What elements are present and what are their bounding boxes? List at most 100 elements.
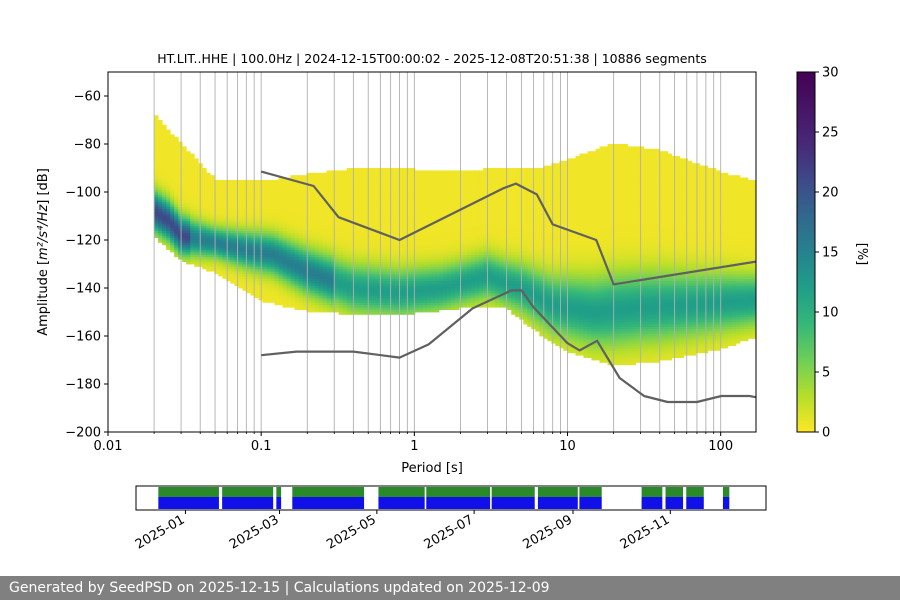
psd-cell: [443, 268, 448, 272]
psd-cell: [418, 264, 424, 267]
psd-cell: [234, 271, 239, 274]
psd-cell: [366, 290, 372, 294]
psd-cell: [511, 249, 516, 253]
psd-cell: [479, 232, 484, 236]
psd-cell: [322, 256, 328, 260]
psd-cell: [354, 266, 360, 270]
psd-cell: [170, 175, 175, 178]
psd-cell: [439, 273, 444, 277]
psd-cell: [234, 264, 239, 267]
psd-cell: [422, 180, 428, 183]
psd-cell: [254, 261, 259, 265]
psd-cell: [434, 304, 440, 308]
psd-cell: [447, 259, 452, 262]
psd-cell: [402, 244, 408, 248]
psd-cell: [270, 204, 275, 207]
psd-cell: [286, 194, 291, 198]
psd-cell: [310, 208, 316, 212]
psd-cell: [290, 189, 295, 193]
psd-cell: [282, 288, 287, 291]
psd-cell: [282, 273, 287, 277]
psd-cell: [422, 256, 428, 260]
psd-cell: [186, 247, 191, 250]
psd-cell: [322, 304, 328, 308]
psd-cell: [463, 213, 468, 217]
psd-cell: [402, 189, 408, 193]
psd-cell: [418, 184, 424, 188]
psd-cell: [410, 300, 416, 303]
psd-cell: [410, 304, 416, 308]
psd-cell: [186, 158, 191, 162]
psd-cell: [282, 192, 287, 195]
psd-cell: [294, 273, 299, 277]
psd-cell: [487, 189, 492, 193]
psd-cell: [210, 218, 215, 222]
psd-cell: [507, 216, 512, 219]
psd-cell: [386, 254, 392, 258]
psd-cell: [422, 304, 428, 308]
psd-cell: [394, 271, 400, 274]
psd-cell: [306, 297, 311, 301]
psd-cell: [471, 177, 476, 181]
psd-cell: [390, 247, 396, 250]
psd-cell: [418, 302, 424, 306]
psd-cell: [178, 247, 183, 250]
psd-cell: [350, 189, 356, 193]
psd-cell: [178, 201, 183, 205]
psd-cell: [226, 256, 231, 260]
psd-cell: [451, 192, 456, 195]
psd-cell: [434, 297, 440, 301]
psd-cell: [302, 204, 307, 207]
psd-cell: [370, 168, 376, 171]
psd-cell: [302, 292, 307, 296]
psd-cell: [230, 261, 235, 265]
psd-cell: [434, 271, 440, 274]
psd-cell: [507, 252, 512, 255]
psd-cell: [174, 254, 179, 258]
psd-cell: [382, 266, 388, 270]
psd-cell: [499, 208, 504, 212]
psd-cell: [398, 213, 404, 217]
psd-cell: [154, 144, 159, 147]
psd-cell: [154, 199, 159, 202]
psd-cell: [370, 252, 376, 255]
psd-cell: [270, 187, 275, 190]
psd-cell: [158, 168, 163, 171]
psd-cell: [178, 168, 183, 171]
psd-cell: [342, 268, 348, 272]
psd-cell: [511, 254, 516, 258]
psd-cell: [206, 201, 211, 205]
psd-cell: [487, 254, 492, 258]
psd-cell: [398, 247, 404, 250]
psd-cell: [455, 230, 460, 234]
psd-cell: [382, 182, 388, 186]
psd-cell: [418, 199, 424, 202]
psd-cell: [459, 211, 464, 214]
psd-cell: [467, 208, 472, 212]
psd-cell: [483, 213, 488, 217]
psd-cell: [354, 273, 360, 277]
psd-cell: [354, 182, 360, 186]
psd-cell: [278, 189, 283, 193]
psd-cell: [294, 261, 299, 265]
psd-cell: [443, 285, 448, 289]
psd-cell: [390, 254, 396, 258]
psd-cell: [418, 266, 424, 270]
psd-cell: [374, 199, 380, 202]
psd-cell: [230, 182, 235, 186]
psd-cell: [298, 307, 303, 310]
psd-cell: [455, 244, 460, 248]
psd-cell: [258, 290, 263, 294]
psd-cell: [162, 232, 167, 236]
psd-cell: [342, 283, 348, 286]
psd-cell: [350, 218, 356, 222]
psd-cell: [314, 242, 320, 246]
psd-cell: [182, 208, 187, 212]
psd-cell: [495, 252, 500, 255]
psd-cell: [262, 216, 267, 219]
psd-cell: [314, 196, 320, 200]
psd-cell: [414, 242, 420, 246]
psd-cell: [246, 201, 251, 205]
psd-cell: [390, 192, 396, 195]
psd-cell: [346, 304, 352, 308]
